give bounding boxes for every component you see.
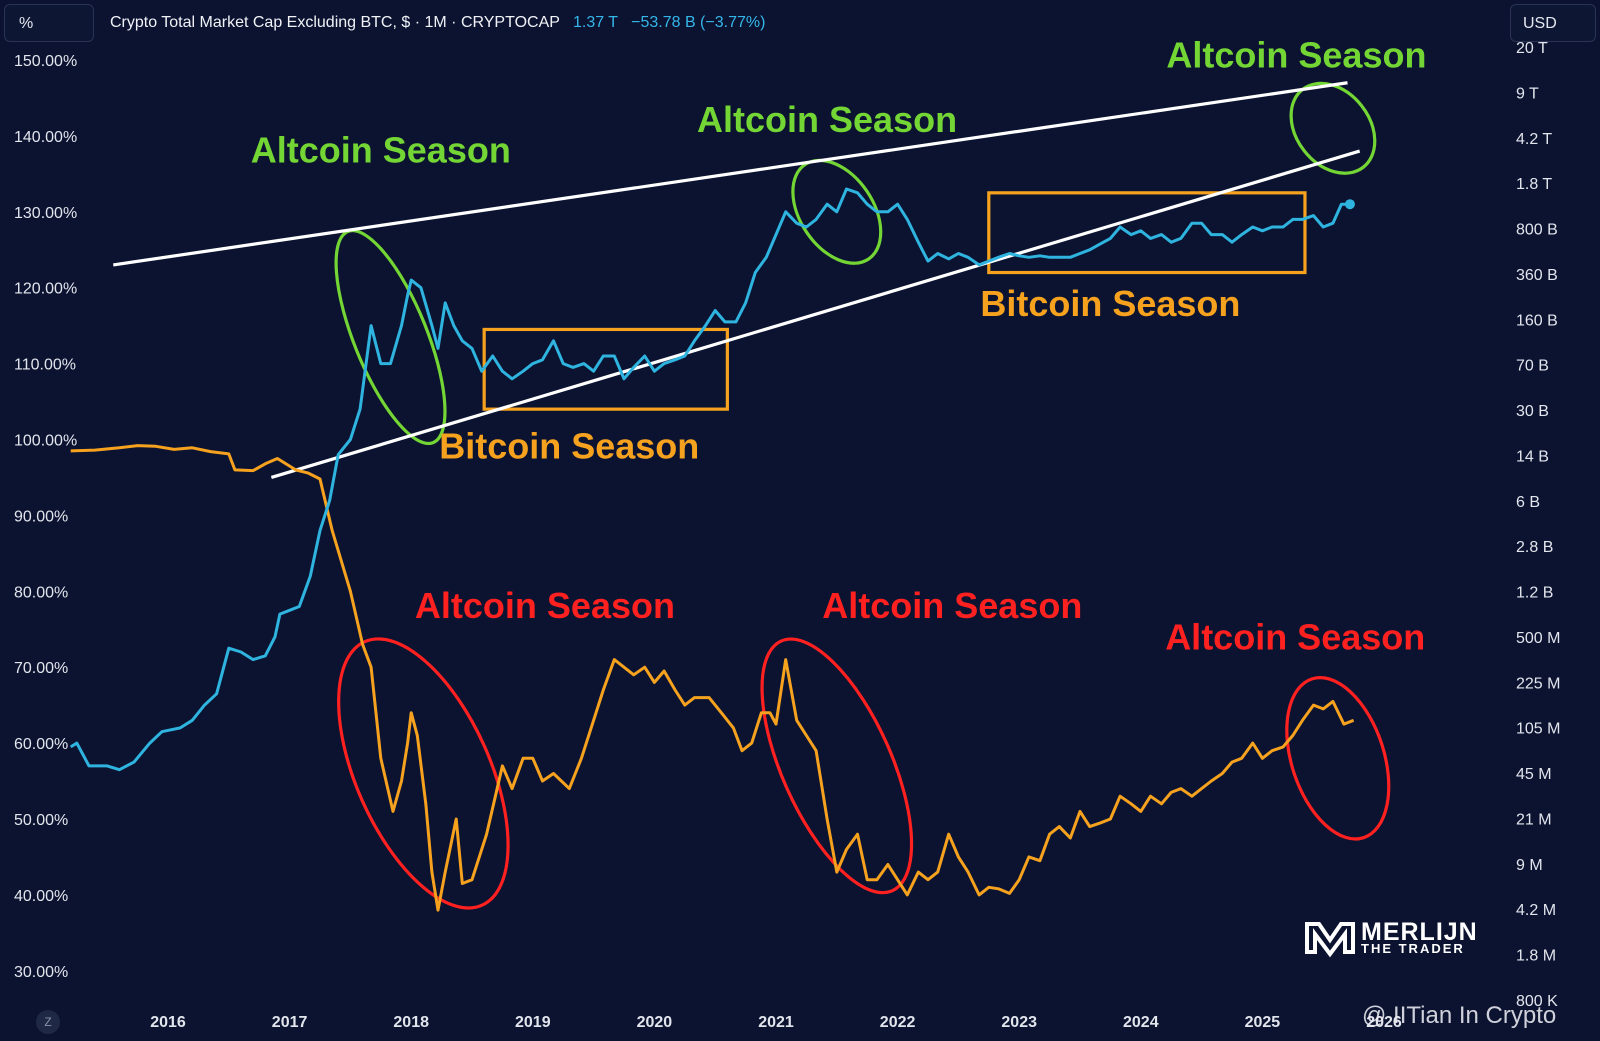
symbol-title: Crypto Total Market Cap Excluding BTC, $… xyxy=(110,14,560,31)
currency-label: USD xyxy=(1523,15,1557,32)
percent-scale-label: % xyxy=(19,15,34,32)
red-season-label: Altcoin Season xyxy=(822,585,1082,626)
left-axis-tick-label: 120.00% xyxy=(14,281,77,298)
left-axis-tick-label: 100.00% xyxy=(14,433,77,450)
orange-season-label: Bitcoin Season xyxy=(980,283,1240,324)
left-axis-tick-label: 40.00% xyxy=(14,888,68,905)
right-axis-tick-label: 45 M xyxy=(1516,766,1552,783)
right-axis-tick-label: 21 M xyxy=(1516,811,1552,828)
right-axis-tick-label: 1.8 T xyxy=(1516,176,1552,193)
x-axis-tick-label: 2020 xyxy=(637,1014,673,1031)
right-axis-tick-label: 800 K xyxy=(1516,993,1558,1010)
x-axis-tick-label: 2017 xyxy=(272,1014,308,1031)
x-axis-tick-label: 2025 xyxy=(1245,1014,1281,1031)
green-season-label: Altcoin Season xyxy=(1166,35,1426,76)
right-axis-tick-label: 360 B xyxy=(1516,267,1558,284)
green-season-label: Altcoin Season xyxy=(697,99,957,140)
last-price-dot xyxy=(1344,199,1355,210)
watermark-text: @ IITian In Crypto xyxy=(1362,1002,1557,1029)
watermark: @ IITian In Crypto xyxy=(1362,1002,1556,1030)
left-axis-tick-label: 140.00% xyxy=(14,129,77,146)
left-axis-tick-label: 60.00% xyxy=(14,736,68,753)
merlijn-logo-icon xyxy=(1305,922,1355,958)
x-axis-tick-label: 2021 xyxy=(758,1014,794,1031)
x-axis-tick-label: 2026 xyxy=(1366,1014,1402,1031)
percent-scale-button[interactable]: % xyxy=(4,4,94,42)
right-axis-tick-label: 500 M xyxy=(1516,630,1560,647)
right-axis-tick-label: 14 B xyxy=(1516,448,1549,465)
green-season-label: Altcoin Season xyxy=(251,129,511,170)
x-axis: 2016 2017 2018 2019 2020 2021 2022 2023 2024 2025… xyxy=(150,1014,1402,1031)
right-axis-tick-label: 4.2 M xyxy=(1516,902,1556,919)
trendline xyxy=(113,81,1348,267)
right-axis-tick-label: 4.2 T xyxy=(1516,131,1552,148)
x-axis-tick-label: 2019 xyxy=(515,1014,551,1031)
right-axis: 20 T 9 T 4.2 T 1.8 T 800 B 360 B 160 B 70 B 30 B… xyxy=(1516,40,1560,1010)
x-axis-tick-label: 2018 xyxy=(393,1014,429,1031)
red-season-label: Altcoin Season xyxy=(1165,617,1425,658)
total2-series-line xyxy=(69,187,1350,772)
currency-button[interactable]: USD xyxy=(1510,4,1596,42)
merlijn-logo: MERLIJN THE TRADER xyxy=(1303,918,1483,958)
x-axis-tick-label: 2024 xyxy=(1123,1014,1159,1031)
right-axis-tick-label: 9 T xyxy=(1516,85,1539,102)
red-highlight-ellipse xyxy=(760,637,914,895)
bitcoin-season-box xyxy=(987,191,1307,275)
x-axis-tick-label: 2023 xyxy=(1001,1014,1037,1031)
right-axis-tick-label: 1.2 B xyxy=(1516,585,1553,602)
left-axis-tick-label: 50.00% xyxy=(14,812,68,829)
x-axis-tick-label: 2022 xyxy=(880,1014,916,1031)
logo-subtitle: THE TRADER xyxy=(1361,941,1465,956)
right-axis-tick-label: 2.8 B xyxy=(1516,539,1553,556)
trendline xyxy=(270,149,1361,479)
right-axis-tick-label: 9 M xyxy=(1516,857,1543,874)
z-badge-label: Z xyxy=(44,1015,52,1029)
red-highlight-ellipse xyxy=(337,637,510,910)
left-axis-tick-label: 70.00% xyxy=(14,660,68,677)
change-value: −53.78 B (−3.77%) xyxy=(631,14,766,31)
right-axis-tick-label: 160 B xyxy=(1516,312,1558,329)
green-highlight-ellipse xyxy=(791,158,883,265)
last-value: 1.37 T xyxy=(572,14,618,31)
left-axis-tick-label: 110.00% xyxy=(14,357,76,374)
left-axis-tick-label: 130.00% xyxy=(14,205,77,222)
red-season-label: Altcoin Season xyxy=(415,585,675,626)
left-axis-tick-label: 90.00% xyxy=(14,508,68,525)
right-axis-tick-label: 70 B xyxy=(1516,358,1549,375)
red-highlight-ellipse xyxy=(1285,676,1391,841)
right-axis-tick-label: 225 M xyxy=(1516,675,1560,692)
logo-title: MERLIJN xyxy=(1361,918,1478,946)
left-axis: 150.00% 140.00% 130.00% 120.00% 110.00% 100.0… xyxy=(14,53,77,981)
left-axis-tick-label: 150.00% xyxy=(14,53,77,70)
dominance-series-line xyxy=(70,444,1355,912)
right-axis-tick-label: 1.8 M xyxy=(1516,948,1556,965)
right-axis-tick-label: 6 B xyxy=(1516,494,1540,511)
x-axis-tick-label: 2016 xyxy=(150,1014,186,1031)
right-axis-tick-label: 20 T xyxy=(1516,40,1548,57)
right-axis-tick-label: 30 B xyxy=(1516,403,1549,420)
left-axis-tick-label: 30.00% xyxy=(14,964,68,981)
left-axis-tick-label: 80.00% xyxy=(14,584,68,601)
right-axis-tick-label: 105 M xyxy=(1516,721,1560,738)
orange-season-label: Bitcoin Season xyxy=(439,425,699,466)
tradingview-logo-icon[interactable]: Z xyxy=(36,1010,60,1034)
chart-header: Crypto Total Market Cap Excluding BTC, $… xyxy=(110,14,765,32)
right-axis-tick-label: 800 B xyxy=(1516,222,1558,239)
